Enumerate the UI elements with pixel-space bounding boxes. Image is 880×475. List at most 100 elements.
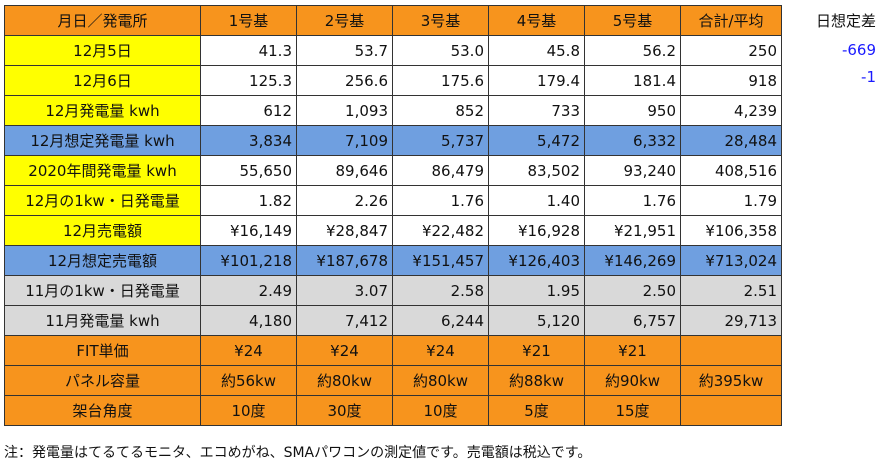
table-cell: ¥16,928 (488, 215, 585, 246)
table-cell: 53.0 (392, 35, 489, 66)
table-cell: 53.7 (296, 35, 393, 66)
table-cell: 918 (680, 65, 782, 96)
table-row: FIT単価 ¥24 ¥24 ¥24 ¥21 ¥21 (4, 335, 782, 366)
header-cell-total: 合計/平均 (680, 5, 782, 36)
table-row: 11月発電量 kwh 4,180 7,412 6,244 5,120 6,757 29,71… (4, 305, 782, 336)
table-cell: 2.26 (296, 185, 393, 216)
header-cell-unit1: 1号基 (200, 5, 297, 36)
table-cell: 4,239 (680, 95, 782, 126)
row-label: パネル容量 (4, 365, 201, 396)
table-cell: 2.58 (392, 275, 489, 306)
table-cell: ¥28,847 (296, 215, 393, 246)
table-cell: 10度 (392, 395, 489, 426)
table-row: 12月発電量 kwh 612 1,093 852 733 950 4,239 (4, 95, 782, 126)
table-cell: 175.6 (392, 65, 489, 96)
table-cell: 55,650 (200, 155, 297, 186)
table-cell: ¥126,403 (488, 245, 585, 276)
table-cell: 256.6 (296, 65, 393, 96)
table-cell: 950 (584, 95, 681, 126)
table-cell: 733 (488, 95, 585, 126)
row-label: FIT単価 (4, 335, 201, 366)
table-cell: 1,093 (296, 95, 393, 126)
table-cell: ¥151,457 (392, 245, 489, 276)
table-cell: 約56kw (200, 365, 297, 396)
row-label: 12月6日 (4, 65, 201, 96)
row-label: 11月発電量 kwh (4, 305, 201, 336)
table-cell: ¥24 (200, 335, 297, 366)
table-cell: 852 (392, 95, 489, 126)
table-cell: 56.2 (584, 35, 681, 66)
table-cell: 1.79 (680, 185, 782, 216)
table-cell: 約88kw (488, 365, 585, 396)
table-cell: 5度 (488, 395, 585, 426)
table-cell: ¥22,482 (392, 215, 489, 246)
table-row: パネル容量 約56kw 約80kw 約80kw 約88kw 約90kw 約395kw (4, 365, 782, 396)
table-cell: 10度 (200, 395, 297, 426)
table-row: 12月想定発電量 kwh 3,834 7,109 5,737 5,472 6,332 28,… (4, 125, 782, 156)
table-cell: 2.51 (680, 275, 782, 306)
table-row: 12月5日 41.3 53.7 53.0 45.8 56.2 250 (4, 35, 782, 66)
table-cell: 83,502 (488, 155, 585, 186)
row-label: 12月想定売電額 (4, 245, 201, 276)
table-cell: ¥21 (488, 335, 585, 366)
row-label: 11月の1kw・日発電量 (4, 275, 201, 306)
daily-expected-diff-title: 日想定差 (815, 12, 876, 30)
table-cell: 6,757 (584, 305, 681, 336)
header-cell-label: 月日／発電所 (4, 5, 201, 36)
table-cell: 1.82 (200, 185, 297, 216)
table-row: 12月想定売電額 ¥101,218 ¥187,678 ¥151,457 ¥126,403… (4, 245, 782, 276)
table-cell: 5,120 (488, 305, 585, 336)
table-cell: ¥24 (296, 335, 393, 366)
daily-expected-diff-value: -1 (861, 68, 876, 86)
header-cell-unit3: 3号基 (392, 5, 489, 36)
table-cell: 28,484 (680, 125, 782, 156)
generation-table: 月日／発電所 1号基 2号基 3号基 4号基 5号基 合計/平均 12月5日 41… (4, 5, 782, 426)
table-cell: ¥146,269 (584, 245, 681, 276)
table-cell: 179.4 (488, 65, 585, 96)
table-cell: 3.07 (296, 275, 393, 306)
table-cell: 1.76 (392, 185, 489, 216)
table-cell: ¥21 (584, 335, 681, 366)
table-row: 11月の1kw・日発電量 2.49 3.07 2.58 1.95 2.50 2.51 (4, 275, 782, 306)
table-cell: 約90kw (584, 365, 681, 396)
table-cell: 7,412 (296, 305, 393, 336)
table-cell: 86,479 (392, 155, 489, 186)
table-cell (680, 335, 782, 366)
row-label: 12月想定発電量 kwh (4, 125, 201, 156)
row-label: 12月発電量 kwh (4, 95, 201, 126)
table-cell: 3,834 (200, 125, 297, 156)
table-cell: ¥713,024 (680, 245, 782, 276)
table-row: 架台角度 10度 30度 10度 5度 15度 (4, 395, 782, 426)
table-cell: 2.50 (584, 275, 681, 306)
table-cell: 2.49 (200, 275, 297, 306)
table-cell: 89,646 (296, 155, 393, 186)
table-cell: ¥101,218 (200, 245, 297, 276)
row-label: 12月売電額 (4, 215, 201, 246)
table-cell: ¥106,358 (680, 215, 782, 246)
table-cell: 125.3 (200, 65, 297, 96)
row-label: 2020年間発電量 kwh (4, 155, 201, 186)
table-row: 12月6日 125.3 256.6 175.6 179.4 181.4 918 (4, 65, 782, 96)
table-cell: 41.3 (200, 35, 297, 66)
table-cell: 約395kw (680, 365, 782, 396)
table-cell: 29,713 (680, 305, 782, 336)
table-cell: 1.40 (488, 185, 585, 216)
table-cell: 408,516 (680, 155, 782, 186)
table-cell: 15度 (584, 395, 681, 426)
table-cell: 約80kw (296, 365, 393, 396)
table-cell: ¥16,149 (200, 215, 297, 246)
row-label: 12月の1kw・日発電量 (4, 185, 201, 216)
table-cell: 5,472 (488, 125, 585, 156)
table-cell: 6,244 (392, 305, 489, 336)
table-cell: 約80kw (392, 365, 489, 396)
table-cell: 45.8 (488, 35, 585, 66)
table-cell: 1.76 (584, 185, 681, 216)
table-cell: 612 (200, 95, 297, 126)
table-cell: ¥187,678 (296, 245, 393, 276)
table-cell: 1.95 (488, 275, 585, 306)
footnote: 注：発電量はてるてるモニタ、エコめがね、SMAパワコンの測定値です。売電額は税込… (4, 445, 592, 461)
table-cell: 4,180 (200, 305, 297, 336)
header-row: 月日／発電所 1号基 2号基 3号基 4号基 5号基 合計/平均 (4, 5, 782, 36)
row-label: 12月5日 (4, 35, 201, 66)
header-cell-unit4: 4号基 (488, 5, 585, 36)
